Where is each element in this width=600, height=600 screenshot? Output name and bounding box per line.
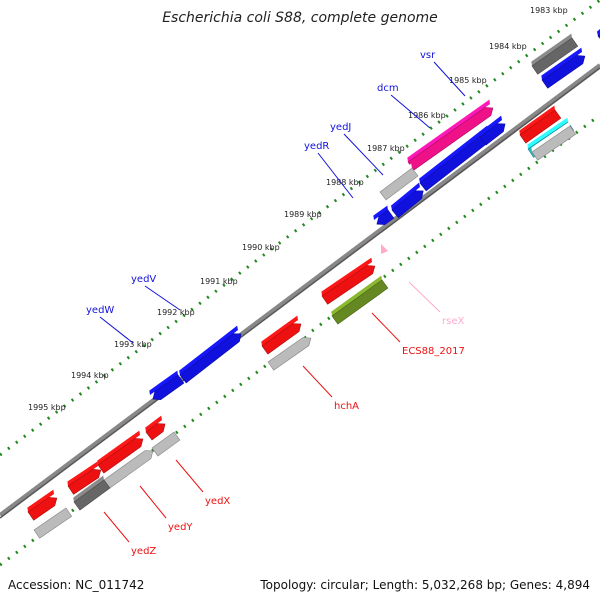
- tick-label: 1984 kbp: [489, 42, 527, 51]
- tick-label: 1994 kbp: [71, 371, 109, 380]
- label-leader-line: [302, 365, 333, 398]
- rsex-marker[interactable]: [381, 244, 388, 254]
- tick-label: 1990 kbp: [242, 243, 280, 252]
- gene-feature[interactable]: [519, 105, 562, 144]
- tick-label: 1983 kbp: [530, 6, 568, 15]
- tick-label: 1989 kbp: [284, 210, 322, 219]
- gene-feature[interactable]: [541, 47, 586, 89]
- gene-feature[interactable]: [73, 475, 111, 511]
- label-leader-line: [433, 61, 466, 97]
- label-leader-line: [139, 485, 167, 519]
- gene-label-yedw[interactable]: yedW: [86, 305, 114, 316]
- tick-labels: 1983 kbp 1984 kbp 1985 kbp 1986 kbp 1987 kbp…: [28, 6, 568, 412]
- gene-feature[interactable]: [391, 182, 424, 219]
- label-leader-line: [390, 94, 431, 129]
- gene-feature[interactable]: [261, 315, 302, 355]
- tick-label: 1988 kbp: [326, 178, 364, 187]
- tick-label: 1993 kbp: [114, 340, 152, 349]
- label-leader-line: [343, 133, 384, 176]
- genome-backbone: [0, 63, 600, 517]
- gene-label-yedx[interactable]: yedX: [205, 496, 230, 507]
- label-leader-line: [175, 459, 204, 493]
- gene-feature[interactable]: [531, 33, 579, 75]
- tick-label: 1986 kbp: [408, 111, 446, 120]
- genome-summary: Topology: circular; Length: 5,032,268 bp…: [260, 578, 590, 592]
- gene-feature[interactable]: [267, 329, 312, 371]
- label-leader-line: [144, 285, 181, 311]
- gene-feature[interactable]: [331, 275, 389, 325]
- gene-feature[interactable]: [27, 489, 58, 521]
- genome-title: Escherichia coli S88, complete genome: [162, 10, 438, 26]
- tick-label: 1985 kbp: [449, 76, 487, 85]
- gene-feature[interactable]: [33, 503, 73, 539]
- gene-features: [27, 29, 600, 539]
- tick-label: 1991 kbp: [200, 277, 238, 286]
- label-leader-line: [408, 281, 441, 313]
- label-leaders: [99, 61, 466, 543]
- gene-label-dcm[interactable]: dcm: [377, 83, 399, 94]
- genome-backbone-shadow: [0, 67, 600, 519]
- label-leader-line: [371, 312, 401, 343]
- gene-feature[interactable]: [97, 430, 144, 474]
- gene-label-yedr[interactable]: yedR: [304, 141, 329, 152]
- label-leader-line: [103, 511, 130, 543]
- gene-feature[interactable]: [149, 370, 185, 400]
- gene-label-yedz[interactable]: yedZ: [131, 546, 156, 557]
- gene-feature[interactable]: [321, 257, 376, 305]
- gene-label-vsr[interactable]: vsr: [420, 50, 436, 61]
- accession-label: Accession: NC_011742: [8, 578, 145, 592]
- gene-feature[interactable]: [373, 205, 395, 225]
- gene-feature[interactable]: [67, 461, 102, 495]
- gene-feature[interactable]: [151, 427, 181, 457]
- gene-label-yedy[interactable]: yedY: [168, 522, 193, 533]
- label-leader-line: [317, 152, 354, 199]
- gene-label-rsex[interactable]: rseX: [442, 316, 464, 327]
- outer-tick-track: [0, 0, 600, 457]
- tick-label: 1995 kbp: [28, 403, 66, 412]
- gene-feature[interactable]: [531, 121, 577, 161]
- gene-feature[interactable]: [479, 115, 506, 146]
- tick-label: 1987 kbp: [367, 144, 405, 153]
- gene-feature[interactable]: [179, 325, 242, 384]
- gene-label-yedv[interactable]: yedV: [131, 274, 156, 285]
- gene-feature[interactable]: [379, 163, 419, 201]
- gene-label-ecs[interactable]: ECS88_2017: [402, 346, 465, 357]
- gene-label-yedj[interactable]: yedJ: [330, 122, 351, 133]
- label-leader-line: [99, 316, 134, 344]
- gene-label-hcha[interactable]: hchA: [334, 401, 359, 412]
- tick-label: 1992 kbp: [157, 308, 195, 317]
- gene-feature[interactable]: [145, 415, 166, 441]
